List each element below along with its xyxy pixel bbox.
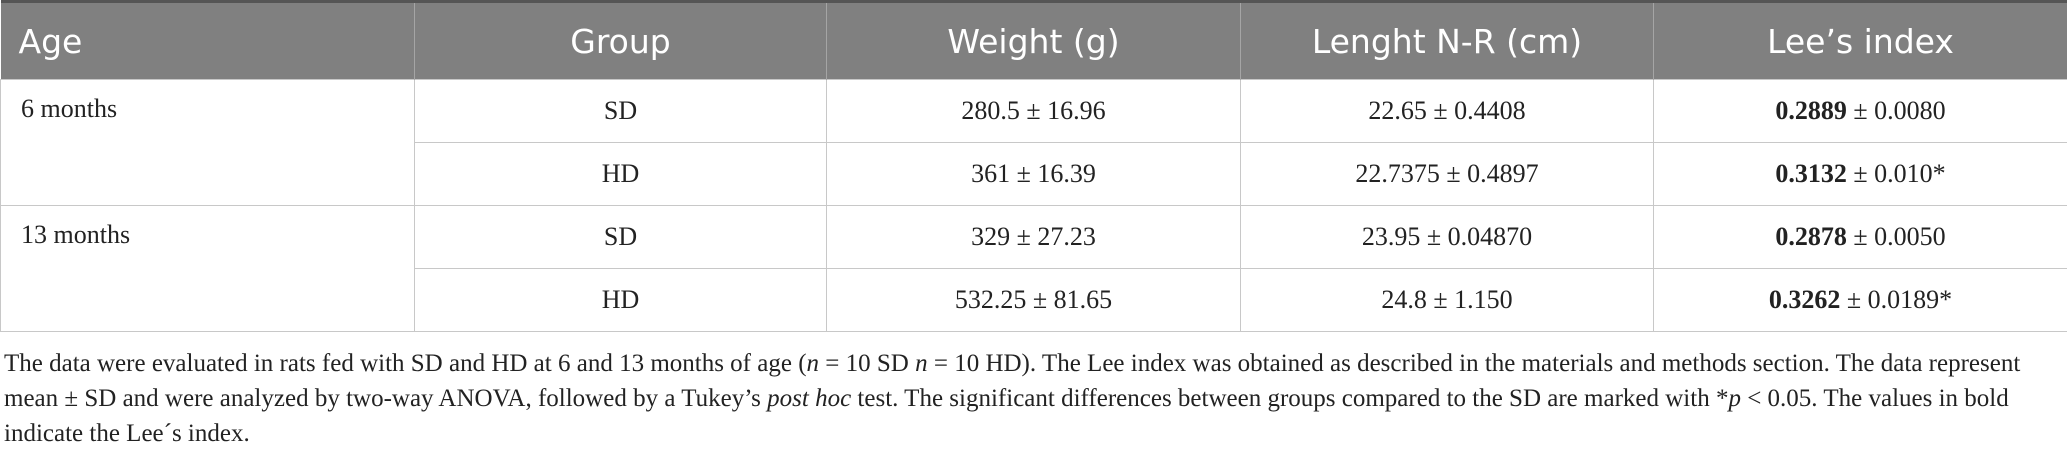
lee-cell: 0.3132 ± 0.010* bbox=[1653, 142, 2067, 206]
length-cell: 23.95 ± 0.04870 bbox=[1240, 205, 1654, 269]
table-row: HD 532.25 ± 81.65 24.8 ± 1.150 0.3262 ± 0.0… bbox=[1, 268, 2067, 332]
footnote-text: test. The significant differences betwee… bbox=[851, 385, 1729, 412]
weight-cell: 361 ± 16.39 bbox=[826, 142, 1241, 206]
footnote-text: p bbox=[1728, 385, 1741, 412]
lee-value: 0.3262 bbox=[1768, 285, 1841, 314]
lee-sd: ± 0.0050 bbox=[1846, 222, 1946, 251]
header-cell: Lee’s index bbox=[1653, 0, 2067, 80]
weight-cell: 280.5 ± 16.96 bbox=[826, 79, 1241, 143]
header-cell: Lenght N-R (cm) bbox=[1240, 0, 1654, 80]
footnote: The data were evaluated in rats fed with… bbox=[4, 346, 2063, 451]
footnote-text: < 0.05. The values in bold indicate the … bbox=[4, 385, 2009, 447]
footnote-text: The data were evaluated in rats fed with… bbox=[4, 350, 807, 377]
header-cell: Age bbox=[0, 0, 415, 80]
data-table: Age Group Weight (g) Lenght N-R (cm) Lee’s i… bbox=[0, 0, 2067, 332]
lee-value: 0.2878 bbox=[1775, 222, 1847, 251]
group-cell: SD bbox=[414, 79, 827, 143]
table-row: 13 months SD 329 ± 27.23 23.95 ± 0.04870 0.2… bbox=[0, 205, 2067, 332]
age-cell: 6 months bbox=[0, 79, 415, 206]
footnote-text: n bbox=[915, 350, 928, 377]
table-body: 6 months SD 280.5 ± 16.96 22.65 ± 0.4408 0.2… bbox=[0, 79, 2067, 332]
group-cell: SD bbox=[414, 205, 827, 269]
lee-cell: 0.3262 ± 0.0189* bbox=[1653, 268, 2067, 332]
lee-sd: ± 0.0189* bbox=[1840, 285, 1953, 314]
header-cell: Weight (g) bbox=[826, 0, 1241, 80]
length-cell: 22.7375 ± 0.4897 bbox=[1240, 142, 1654, 206]
lee-cell: 0.2889 ± 0.0080 bbox=[1653, 79, 2067, 143]
header-row: Age Group Weight (g) Lenght N-R (cm) Lee’s i… bbox=[0, 0, 2067, 80]
lee-sd: ± 0.0080 bbox=[1846, 96, 1946, 125]
footnote-text: = 10 HD). The Lee index was obtained as … bbox=[4, 350, 2021, 412]
footnote-text: = 10 SD bbox=[819, 350, 916, 377]
footnote-text: post hoc bbox=[767, 385, 852, 412]
lee-value: 0.2889 bbox=[1775, 96, 1847, 125]
group-cell: HD bbox=[414, 268, 827, 332]
length-cell: 22.65 ± 0.4408 bbox=[1240, 79, 1654, 143]
weight-cell: 532.25 ± 81.65 bbox=[826, 268, 1241, 332]
lee-cell: 0.2878 ± 0.0050 bbox=[1653, 205, 2067, 269]
weight-cell: 329 ± 27.23 bbox=[826, 205, 1241, 269]
group-cell: HD bbox=[414, 142, 827, 206]
lee-value: 0.3132 bbox=[1775, 159, 1847, 188]
lee-sd: ± 0.010* bbox=[1846, 159, 1946, 188]
footnote-text: n bbox=[806, 350, 820, 377]
length-cell: 24.8 ± 1.150 bbox=[1240, 268, 1654, 332]
age-cell: 13 months bbox=[0, 205, 415, 332]
table-row: 6 months SD 280.5 ± 16.96 22.65 ± 0.4408 0.2… bbox=[0, 79, 2067, 206]
header-cell: Group bbox=[414, 0, 827, 80]
